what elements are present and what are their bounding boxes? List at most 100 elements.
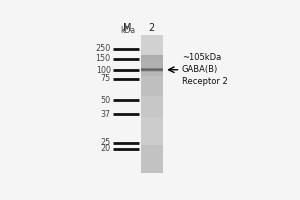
Bar (141, 53, 163, 54)
Bar (141, 128, 163, 129)
Bar (141, 165, 163, 166)
Bar (141, 84, 163, 85)
Bar (141, 71, 163, 72)
Bar (141, 142, 163, 143)
Bar (141, 68, 163, 69)
Bar (141, 55, 163, 56)
Text: kDa: kDa (121, 26, 136, 35)
Bar (141, 155, 163, 156)
Bar (141, 109, 163, 110)
Bar (141, 101, 163, 102)
Bar (141, 111, 163, 112)
Bar (141, 52, 163, 53)
Bar (141, 77, 163, 78)
Bar (141, 125, 163, 126)
Bar (141, 158, 163, 159)
Bar (141, 48, 163, 49)
Bar (141, 129, 163, 130)
Bar (141, 58, 163, 59)
Bar (141, 168, 163, 169)
Bar (141, 98, 163, 99)
Bar (141, 121, 163, 122)
Bar (141, 163, 163, 164)
Bar (141, 43, 163, 44)
Bar (141, 131, 163, 132)
Text: 50: 50 (100, 96, 111, 105)
Bar (141, 114, 163, 115)
Bar (141, 46, 163, 47)
Bar (141, 161, 163, 162)
Bar (141, 47, 163, 48)
Bar (141, 87, 163, 88)
Bar (141, 86, 163, 87)
Text: M: M (123, 23, 131, 33)
Bar (141, 119, 163, 120)
Bar (141, 85, 163, 86)
Bar (141, 145, 163, 146)
Bar (141, 166, 163, 167)
Bar (141, 75, 163, 76)
Bar (141, 69, 163, 70)
Text: 20: 20 (100, 144, 111, 153)
Bar (141, 172, 163, 173)
Bar (141, 153, 163, 154)
Bar (141, 78, 163, 79)
Bar (141, 89, 163, 90)
Bar (141, 80, 163, 81)
Bar (141, 88, 163, 89)
Bar (141, 60, 163, 61)
Bar (141, 151, 163, 152)
Bar (141, 164, 163, 165)
Bar (141, 97, 163, 98)
Bar (141, 50, 163, 51)
Bar (141, 61, 163, 62)
Bar (141, 79, 163, 80)
Bar (141, 35, 163, 36)
Bar (141, 59, 163, 60)
Bar (141, 110, 163, 111)
Bar (141, 76, 163, 77)
Bar (141, 37, 163, 38)
Bar (141, 94, 163, 95)
Text: 75: 75 (100, 74, 111, 83)
Bar (141, 127, 163, 128)
Bar (141, 133, 163, 134)
Bar (141, 100, 163, 101)
Bar (141, 72, 163, 73)
Bar (141, 113, 163, 114)
Bar (141, 73, 163, 74)
Bar (141, 96, 163, 97)
Bar (141, 120, 163, 121)
Bar (141, 56, 163, 57)
Bar (141, 83, 163, 84)
Bar (141, 140, 163, 141)
Bar (141, 65, 163, 66)
Bar (141, 156, 163, 157)
Bar (141, 102, 163, 103)
Bar (141, 40, 163, 41)
Bar (141, 81, 163, 82)
Text: 250: 250 (95, 44, 111, 53)
Bar (141, 104, 163, 105)
Bar (141, 154, 163, 155)
Text: 25: 25 (100, 138, 111, 147)
Bar (141, 167, 163, 168)
Bar (141, 160, 163, 161)
Bar (141, 117, 163, 118)
Text: 150: 150 (96, 54, 111, 63)
Bar (141, 162, 163, 163)
Bar (141, 36, 163, 37)
Bar (141, 51, 163, 52)
Bar (141, 171, 163, 172)
Bar (141, 95, 163, 96)
Bar (141, 137, 163, 138)
Bar (141, 152, 163, 153)
Bar (141, 139, 163, 140)
Bar (141, 132, 163, 133)
Bar (141, 64, 163, 65)
Bar (141, 42, 163, 43)
Text: 37: 37 (100, 110, 111, 119)
Bar (141, 138, 163, 139)
Bar (141, 112, 163, 113)
Bar (141, 54, 163, 55)
